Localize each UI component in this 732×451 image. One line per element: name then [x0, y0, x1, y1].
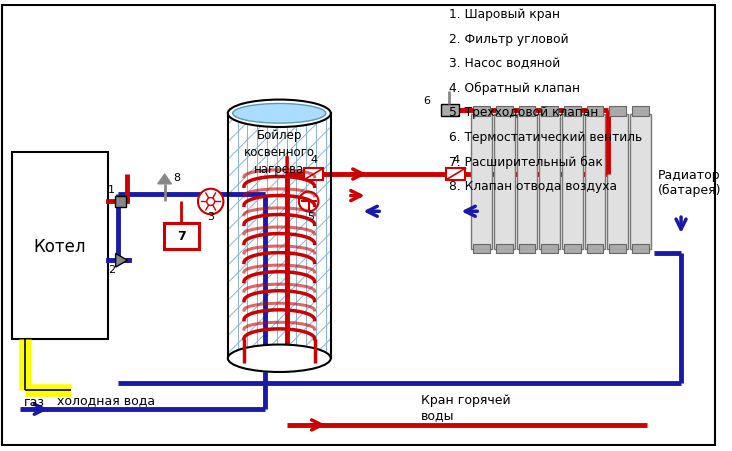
Bar — [494, 115, 515, 250]
Bar — [586, 107, 603, 117]
Text: 1: 1 — [108, 184, 115, 194]
Bar — [115, 196, 127, 208]
Bar — [164, 224, 199, 249]
Text: 6. Термостатический вентиль: 6. Термостатический вентиль — [449, 131, 642, 143]
Text: 7. Расширительный бак: 7. Расширительный бак — [449, 155, 602, 168]
Bar — [517, 115, 537, 250]
Bar — [12, 153, 108, 339]
Bar — [608, 115, 628, 250]
Ellipse shape — [233, 104, 326, 124]
Polygon shape — [116, 254, 127, 267]
Bar — [541, 244, 558, 254]
Text: 2: 2 — [108, 264, 115, 274]
Bar — [632, 244, 649, 254]
Text: 6: 6 — [423, 95, 430, 105]
Bar — [446, 169, 466, 180]
Bar — [518, 244, 535, 254]
Text: Кран горячей
воды: Кран горячей воды — [422, 393, 511, 421]
Text: 8. Клапан отвода воздуха: 8. Клапан отвода воздуха — [449, 179, 617, 193]
Bar — [539, 115, 560, 250]
Text: 5. Трехходовой клапан: 5. Трехходовой клапан — [449, 106, 598, 119]
Text: Радиатор
(батарея): Радиатор (батарея) — [657, 169, 721, 197]
Text: 7: 7 — [177, 230, 186, 243]
Bar — [541, 107, 558, 117]
Bar — [562, 115, 583, 250]
Ellipse shape — [228, 101, 331, 128]
Bar — [609, 107, 626, 117]
Text: 4. Обратный клапан: 4. Обратный клапан — [449, 82, 580, 95]
Bar — [564, 107, 580, 117]
Text: 4: 4 — [452, 155, 459, 165]
Bar — [304, 169, 324, 180]
Text: 4: 4 — [310, 155, 317, 165]
Bar — [474, 107, 490, 117]
Circle shape — [206, 198, 214, 206]
Text: 3: 3 — [207, 212, 214, 221]
Bar — [609, 244, 626, 254]
Bar — [564, 244, 580, 254]
Polygon shape — [158, 175, 171, 184]
Bar — [496, 107, 512, 117]
Bar — [585, 115, 605, 250]
Bar — [630, 115, 651, 250]
Bar — [474, 244, 490, 254]
Text: Бойлер
косвенного
нагрева: Бойлер косвенного нагрева — [244, 129, 315, 175]
Text: 3. Насос водяной: 3. Насос водяной — [449, 57, 560, 70]
Text: 1. Шаровый кран: 1. Шаровый кран — [449, 9, 560, 21]
Ellipse shape — [228, 345, 331, 372]
Bar — [632, 107, 649, 117]
Text: 5: 5 — [307, 212, 314, 221]
Circle shape — [299, 192, 318, 212]
Bar — [441, 105, 459, 117]
Bar — [471, 115, 492, 250]
Circle shape — [198, 189, 223, 215]
Text: 2. Фильтр угловой: 2. Фильтр угловой — [449, 33, 569, 46]
Bar — [586, 244, 603, 254]
Bar — [496, 244, 512, 254]
Text: холодная вода: холодная вода — [57, 393, 155, 406]
Text: газ: газ — [23, 395, 45, 408]
Bar — [518, 107, 535, 117]
Text: Котел: Котел — [34, 237, 86, 255]
Text: 8: 8 — [173, 173, 181, 183]
